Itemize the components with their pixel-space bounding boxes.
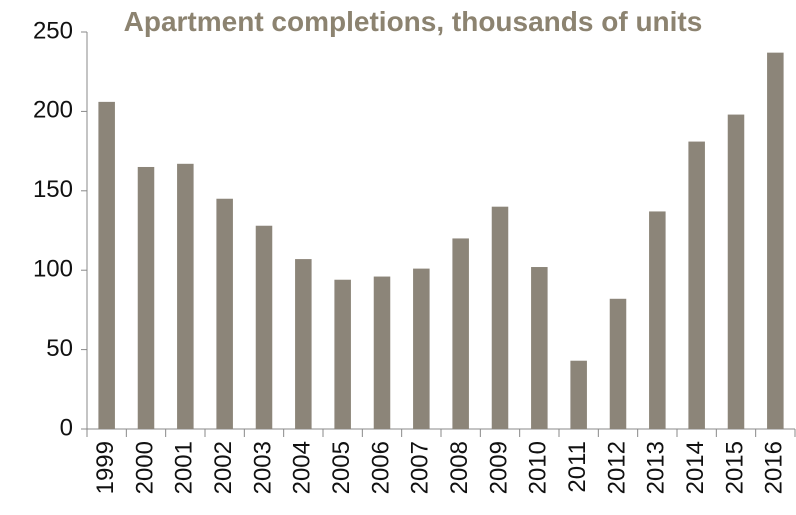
x-tick-label: 1999 bbox=[92, 441, 119, 494]
x-tick-label: 2015 bbox=[721, 441, 748, 494]
x-tick-label: 2005 bbox=[328, 441, 355, 494]
bar bbox=[255, 225, 273, 429]
x-tick-label: 2014 bbox=[682, 441, 709, 494]
x-tick-label: 2008 bbox=[446, 441, 473, 494]
bar bbox=[177, 163, 194, 429]
x-tick-label: 2006 bbox=[367, 441, 394, 494]
bar bbox=[570, 360, 587, 429]
x-tick-label: 2009 bbox=[485, 441, 512, 494]
bar bbox=[531, 267, 548, 429]
bar bbox=[609, 298, 627, 429]
bar bbox=[688, 141, 705, 429]
x-tick-label: 2010 bbox=[525, 441, 552, 494]
y-tick-label: 50 bbox=[46, 335, 73, 362]
x-tick-label: 2016 bbox=[761, 441, 788, 494]
bar bbox=[649, 211, 666, 429]
x-tick-label: 2000 bbox=[131, 441, 158, 494]
bar bbox=[491, 206, 509, 429]
y-tick-label: 200 bbox=[33, 97, 73, 124]
bar bbox=[767, 52, 784, 429]
x-tick-label: 2004 bbox=[289, 441, 316, 494]
x-tick-label: 2001 bbox=[171, 441, 198, 494]
chart-title: Apartment completions, thousands of unit… bbox=[123, 6, 703, 37]
bar bbox=[452, 238, 469, 429]
bar bbox=[137, 166, 155, 430]
y-tick-label: 100 bbox=[33, 256, 73, 283]
x-tick-label: 2013 bbox=[643, 441, 670, 494]
y-tick-label: 250 bbox=[33, 17, 73, 44]
x-tick-label: 2007 bbox=[407, 441, 434, 494]
bar bbox=[727, 114, 745, 430]
bar bbox=[295, 259, 312, 429]
bar bbox=[216, 198, 233, 429]
x-tick-label: 2003 bbox=[249, 441, 276, 494]
x-tick-label: 2002 bbox=[210, 441, 237, 494]
bar bbox=[334, 279, 351, 429]
y-tick-label: 150 bbox=[33, 176, 73, 203]
bar bbox=[373, 276, 391, 429]
bar bbox=[413, 268, 430, 429]
x-tick-label: 2012 bbox=[603, 441, 630, 494]
bar bbox=[98, 101, 115, 429]
y-tick-label: 0 bbox=[60, 414, 73, 441]
x-tick-label: 2011 bbox=[564, 441, 591, 493]
